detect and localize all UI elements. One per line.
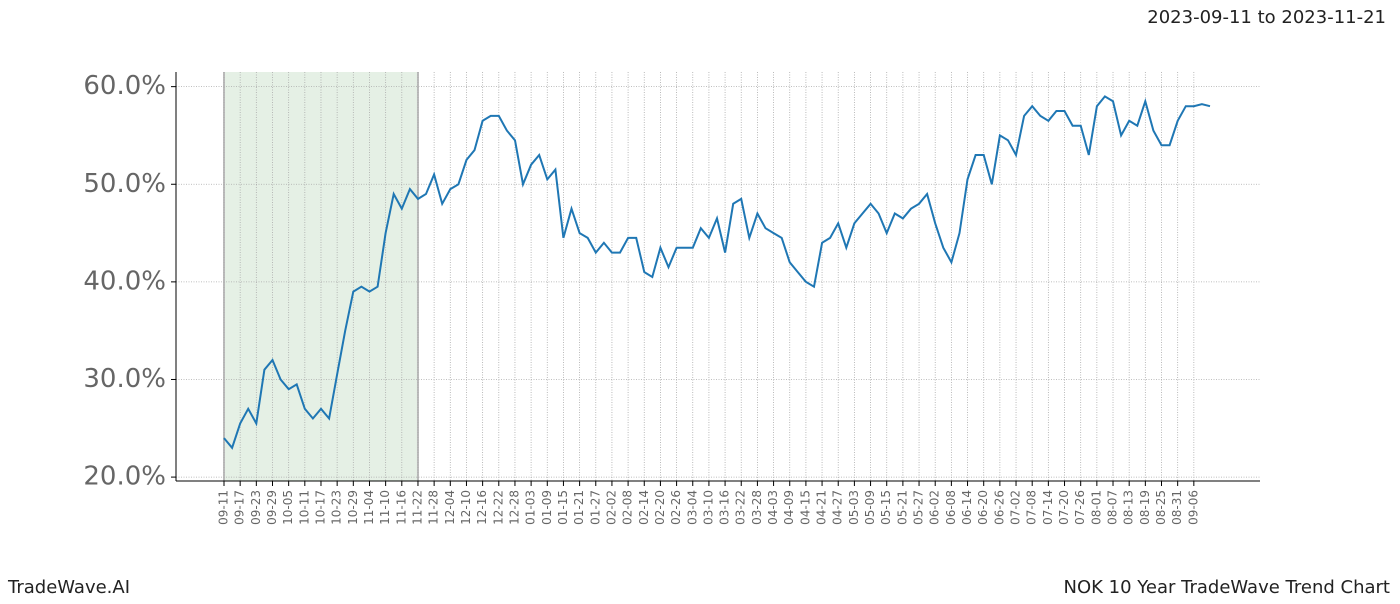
x-tick-label: 02-08 [621,490,635,525]
x-tick-label: 02-14 [637,490,651,525]
x-tick-label: 05-03 [847,490,861,525]
x-tick-label: 12-16 [475,490,489,525]
x-tick-label: 11-16 [394,490,408,525]
x-tick-label: 08-01 [1089,490,1103,525]
x-tick-label: 07-02 [1009,490,1023,525]
x-tick-label: 01-03 [524,490,538,525]
x-tick-label: 07-08 [1025,490,1039,525]
x-tick-label: 08-07 [1106,490,1120,525]
x-tick-label: 02-20 [653,490,667,525]
x-tick-label: 09-29 [265,490,279,525]
chart-title: NOK 10 Year TradeWave Trend Chart [1064,577,1390,598]
y-tick-label: 20.0% [83,462,166,492]
x-tick-label: 04-15 [798,490,812,525]
x-tick-label: 12-28 [507,490,521,525]
x-tick-label: 07-26 [1073,490,1087,525]
x-tick-label: 05-09 [863,490,877,525]
x-tick-label: 11-28 [427,490,441,525]
x-tick-label: 11-04 [362,490,376,525]
brand: TradeWave.AI [7,577,130,598]
x-tick-label: 03-10 [701,490,715,525]
x-tick-label: 02-02 [604,490,618,525]
x-tick-label: 01-27 [588,490,602,525]
x-tick-label: 06-08 [944,490,958,525]
x-tick-label: 04-27 [831,490,845,525]
x-tick-label: 02-26 [669,490,683,525]
x-tick-label: 04-21 [815,490,829,525]
x-tick-label: 03-28 [750,490,764,525]
y-tick-label: 40.0% [83,266,166,296]
x-tick-label: 09-06 [1186,490,1200,525]
x-tick-label: 03-04 [685,490,699,525]
x-tick-label: 10-17 [313,490,327,525]
x-tick-label: 01-21 [572,490,586,525]
x-tick-label: 09-11 [217,490,231,525]
x-tick-label: 08-25 [1154,490,1168,525]
y-tick-label: 60.0% [83,71,166,101]
x-tick-label: 01-15 [556,490,570,525]
x-tick-label: 10-11 [297,490,311,525]
x-tick-label: 10-23 [330,490,344,525]
x-tick-label: 06-14 [960,490,974,525]
x-tick-label: 10-29 [346,490,360,525]
x-tick-label: 03-22 [734,490,748,525]
data-line [223,95,1211,450]
x-tick-label: 03-16 [718,490,732,525]
x-tick-label: 12-10 [459,490,473,525]
x-tick-label: 04-03 [766,490,780,525]
x-tick-label: 04-09 [782,490,796,525]
x-tick-label: 05-21 [895,490,909,525]
x-tick-label: 09-17 [233,490,247,525]
x-tick-label: 12-04 [443,490,457,525]
x-tick-label: 05-15 [879,490,893,525]
x-tick-label: 08-13 [1122,490,1136,525]
y-tick-label: 30.0% [83,364,166,394]
x-tick-label: 06-20 [976,490,990,525]
x-tick-label: 11-10 [378,490,392,525]
x-tick-label: 06-02 [928,490,942,525]
x-tick-label: 12-22 [491,490,505,525]
x-tick-label: 11-22 [410,490,424,525]
x-tick-label: 09-23 [249,490,263,525]
x-tick-label: 10-05 [281,490,295,525]
x-tick-label: 07-20 [1057,490,1071,525]
x-tick-label: 05-27 [912,490,926,525]
x-tick-label: 01-09 [540,490,554,525]
x-tick-label: 08-31 [1170,490,1184,525]
y-tick-label: 50.0% [83,169,166,199]
x-tick-label: 08-19 [1138,490,1152,525]
x-tick-label: 07-14 [1041,490,1055,525]
chart-subtitle: 2023-09-11 to 2023-11-21 [1147,7,1386,28]
x-tick-label: 06-26 [992,490,1006,525]
